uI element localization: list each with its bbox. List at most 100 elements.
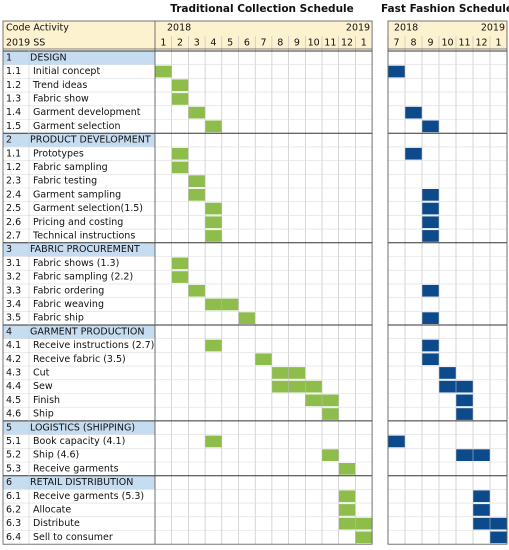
- section-bg: [3, 51, 155, 65]
- fast-bar: [490, 531, 507, 544]
- section-bg: [3, 325, 155, 339]
- activity: Garment selection: [33, 121, 121, 132]
- traditional-bar: [171, 257, 189, 270]
- fast-bar: [473, 490, 490, 503]
- code: 1.1: [6, 148, 21, 159]
- fast-bar: [422, 339, 439, 352]
- month-label: 3: [194, 38, 200, 49]
- traditional-bar: [171, 271, 189, 283]
- code: 4.5: [6, 395, 21, 406]
- activity: Fabric weaving: [33, 299, 104, 310]
- fast-bar: [422, 120, 439, 133]
- code: 3.2: [6, 272, 21, 283]
- traditional-bar: [355, 531, 373, 544]
- activity: Garment selection(1.5): [33, 203, 143, 214]
- fast-bar: [422, 202, 439, 215]
- code: 3.1: [6, 258, 21, 269]
- code: 4.4: [6, 381, 21, 392]
- code: 1.1: [6, 66, 21, 77]
- activity: LOGISTICS (SHIPPING): [30, 422, 135, 433]
- activity: Sell to consumer: [33, 532, 113, 543]
- fast-bar: [456, 394, 473, 407]
- code: 1: [6, 52, 12, 63]
- year-label: 2018: [394, 23, 418, 34]
- traditional-bar: [188, 284, 206, 297]
- header-text: Code Activity: [6, 23, 69, 34]
- month-label: 2: [177, 38, 183, 49]
- header-text: 2019 SS: [6, 38, 45, 49]
- table-border: [387, 20, 508, 545]
- traditional-bar: [171, 93, 189, 105]
- activity: Sew: [33, 381, 53, 392]
- code: 6.2: [6, 504, 21, 515]
- code: 5.2: [6, 450, 21, 461]
- fast-bar: [388, 435, 405, 448]
- month-label: 7: [261, 38, 267, 49]
- fast-bar: [405, 106, 422, 119]
- code: 6.3: [6, 518, 21, 529]
- activity: Receive garments (5.3): [33, 491, 144, 502]
- code: 5: [6, 422, 12, 433]
- code: 4.2: [6, 354, 21, 365]
- section-bg: [3, 133, 155, 147]
- code: 6: [6, 477, 12, 488]
- activity: Prototypes: [33, 148, 84, 159]
- code: 2.3: [6, 176, 21, 187]
- activity: Book capacity (4.1): [33, 436, 125, 447]
- activity: Initial concept: [33, 66, 100, 77]
- fast-bar: [439, 367, 456, 379]
- fast-bar: [422, 312, 439, 324]
- fast-bar: [422, 216, 439, 229]
- traditional-bar: [188, 106, 206, 119]
- month-label: 1: [361, 38, 367, 49]
- traditional-bar: [171, 79, 189, 92]
- traditional-bar: [171, 161, 189, 174]
- activity: Ship: [33, 409, 54, 420]
- activity: Fabric ordering: [33, 285, 104, 296]
- code: 2: [6, 135, 12, 146]
- code: 5.1: [6, 436, 21, 447]
- activity: Trend ideas: [32, 80, 87, 91]
- activity: Receive fabric (3.5): [33, 354, 126, 365]
- traditional-bar: [188, 175, 206, 187]
- activity: Fabric ship: [33, 313, 84, 324]
- code: 3.5: [6, 313, 21, 324]
- traditional-bar: [205, 339, 222, 352]
- fast-bar: [422, 353, 439, 366]
- code: 2.7: [6, 230, 21, 241]
- activity: Pricing and costing: [33, 217, 123, 228]
- code: 4.1: [6, 340, 21, 351]
- code: 5.3: [6, 463, 21, 474]
- header-bg: [388, 21, 507, 49]
- table-border: [2, 20, 373, 545]
- activity: GARMENT PRODUCTION: [30, 326, 145, 337]
- fast-bar: [456, 408, 473, 420]
- activity: RETAIL DISTRIBUTION: [30, 477, 133, 488]
- section-bg: [3, 420, 155, 435]
- header-bg: [3, 21, 373, 49]
- activity: Finish: [33, 395, 60, 406]
- activity: PRODUCT DEVELOPMENT: [30, 135, 151, 146]
- fast-bar: [388, 65, 405, 78]
- activity: FABRIC PROCUREMENT: [30, 244, 140, 255]
- month-label: 12: [341, 38, 353, 49]
- month-label: 11: [458, 38, 470, 49]
- month-label: 9: [427, 38, 433, 49]
- month-label: 1: [160, 38, 166, 49]
- year-label: 2019: [481, 23, 505, 34]
- code: 1.4: [6, 107, 21, 118]
- traditional-title: Traditional Collection Schedule: [170, 3, 354, 15]
- code: 2.4: [6, 189, 21, 200]
- section-bg: [3, 475, 155, 490]
- fast-bar: [422, 284, 439, 297]
- month-label: 12: [475, 38, 487, 49]
- activity: Fabric sampling (2.2): [33, 272, 133, 283]
- fast-title: Fast Fashion Schedule: [381, 3, 509, 15]
- traditional-bar: [322, 408, 339, 420]
- code: 2.6: [6, 217, 21, 228]
- month-label: 10: [308, 38, 320, 49]
- month-label: 7: [393, 38, 399, 49]
- activity: DESIGN: [30, 52, 67, 63]
- month-label: 8: [277, 38, 283, 49]
- code: 3: [6, 244, 12, 255]
